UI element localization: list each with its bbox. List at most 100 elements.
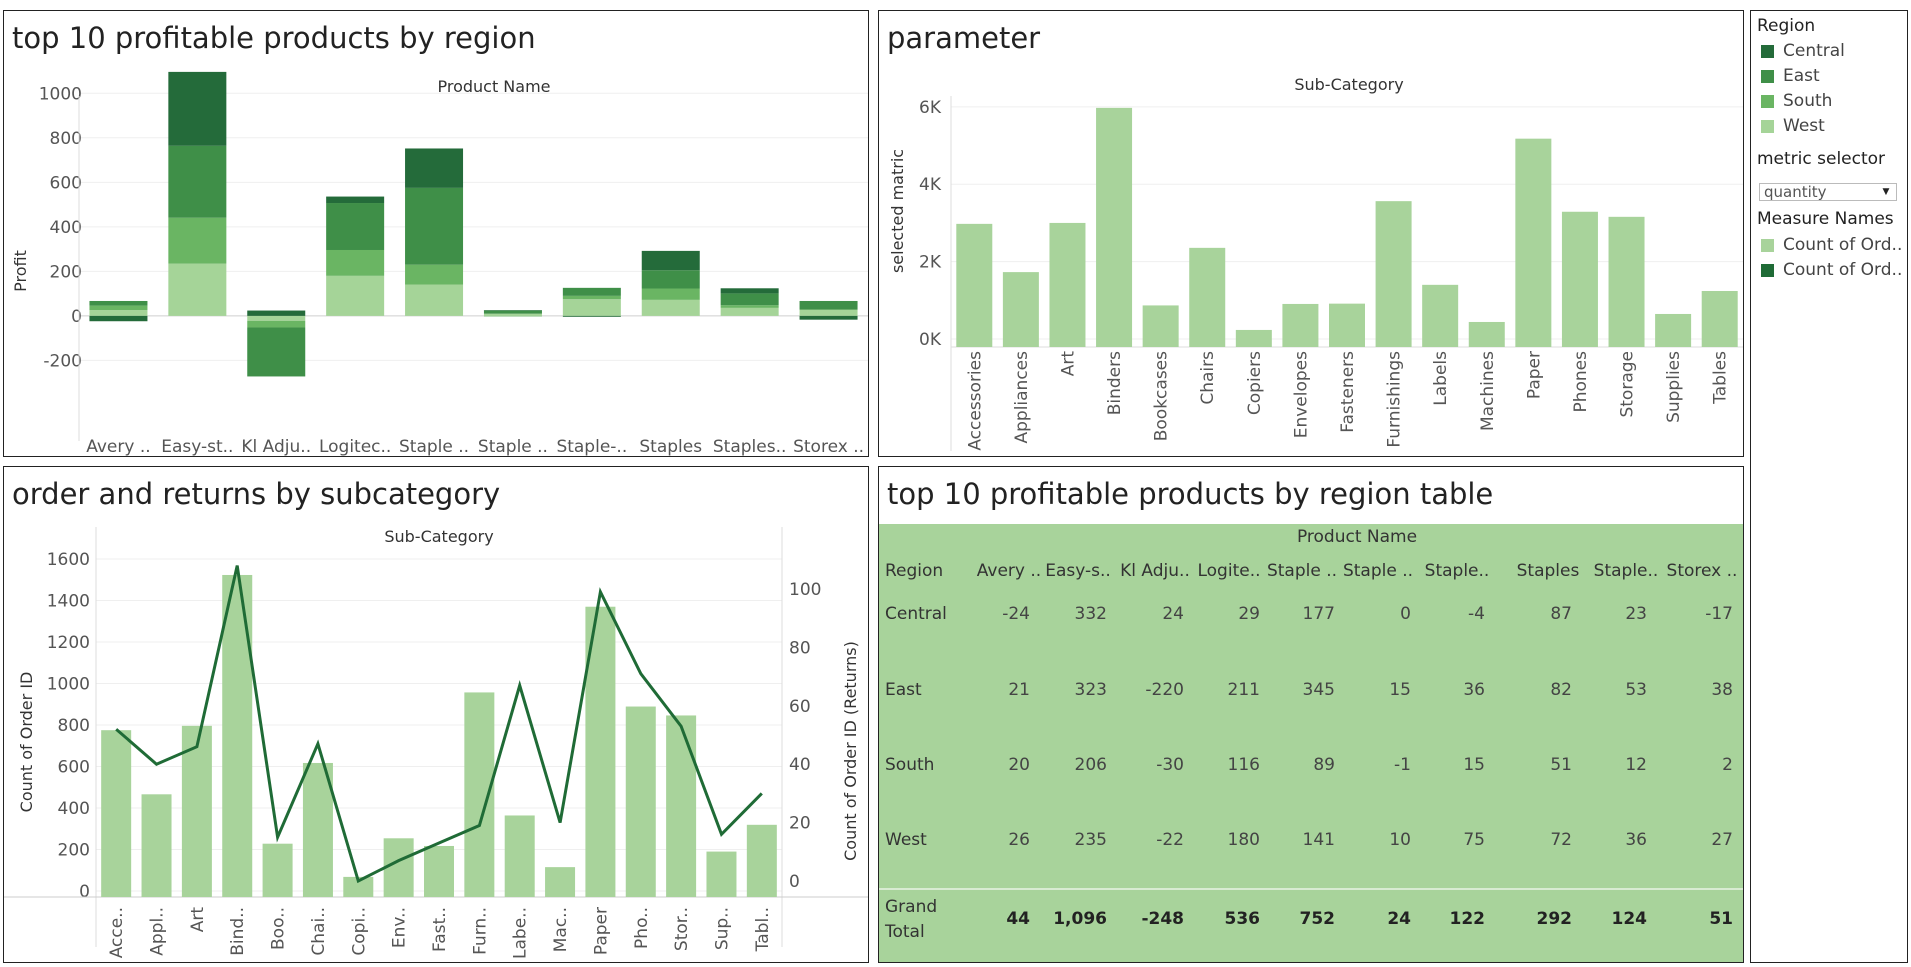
legend-label: South: [1783, 91, 1833, 111]
table-cell: -30: [1156, 755, 1184, 775]
bar-segment-east: [405, 187, 464, 265]
bar-segment-east: [247, 327, 306, 377]
table-cell: 235: [1075, 830, 1107, 850]
metric-selector-dropdown[interactable]: quantity ▼: [1759, 183, 1897, 201]
y-tick-label: 0K: [919, 330, 942, 350]
y-tick-label-left: 0: [79, 882, 90, 902]
bar: [1282, 303, 1319, 347]
table-cell: 26: [1008, 830, 1030, 850]
y-tick-label: 600: [50, 173, 82, 193]
column-header: Staples: [1517, 561, 1580, 581]
table-cell: 177: [1303, 604, 1335, 624]
x-tick-label: Furnishings: [1385, 351, 1405, 448]
bar-segment-west: [562, 299, 621, 316]
y-tick-label-left: 200: [58, 841, 90, 861]
total-cell: 292: [1537, 909, 1573, 929]
bar: [1096, 107, 1133, 347]
total-cell: 1,096: [1053, 909, 1107, 929]
row-label: Central: [885, 604, 947, 624]
table-cell: -4: [1468, 604, 1485, 624]
bar-orders: [383, 838, 414, 897]
table-cell: 53: [1625, 680, 1647, 700]
bar-segment-west: [799, 309, 858, 316]
bar-segment-south: [483, 315, 542, 317]
total-cell: -248: [1141, 909, 1184, 929]
bar-orders: [141, 794, 172, 897]
x-tick-label: Binders: [1105, 351, 1125, 415]
legend-item-measure-1[interactable]: Count of Ord..: [1761, 235, 1902, 255]
table-cell: 75: [1463, 830, 1485, 850]
x-tick-label: Fasteners: [1338, 351, 1358, 433]
bar-segment-west: [168, 263, 227, 316]
bar: [1422, 284, 1459, 347]
column-header: Storex ..: [1667, 561, 1738, 581]
bar: [1049, 222, 1086, 347]
profit-table: Product Name Region Avery .. Easy-s.. Kl Adj…: [879, 527, 1743, 942]
bar-segment-east: [720, 293, 779, 306]
bar-segment-central: [641, 250, 700, 271]
table-cell: -24: [1002, 604, 1030, 624]
bar-segment-west: [483, 313, 542, 316]
bar-segment-south: [247, 320, 306, 328]
x-tick-label: Staple ..: [399, 437, 469, 456]
legend-item-central[interactable]: Central: [1761, 41, 1845, 61]
legend-item-measure-2[interactable]: Count of Ord..: [1761, 260, 1902, 280]
column-header: Logite..: [1197, 561, 1260, 581]
x-tick-label: Chairs: [1198, 351, 1218, 405]
bar-segment-east: [799, 300, 858, 310]
table-cell: -22: [1156, 830, 1184, 850]
bar-orders: [424, 845, 454, 897]
x-tick-label: Copiers: [1245, 351, 1265, 415]
table-cell: 51: [1550, 755, 1572, 775]
legend-label: Central: [1783, 41, 1845, 61]
x-tick-label: Furn..: [470, 907, 490, 955]
metric-selector-title: metric selector: [1757, 149, 1886, 169]
x-tick-label: Appliances: [1012, 351, 1032, 444]
bar-orders: [302, 762, 333, 897]
total-cell: 536: [1225, 909, 1261, 929]
bar-segment-central: [168, 71, 227, 146]
bar-segment-central: [483, 310, 542, 311]
profit-table-panel: top 10 profitable products by region tab…: [878, 466, 1744, 963]
y-tick-label-left: 1400: [47, 592, 90, 612]
x-tick-label: Avery ..: [86, 437, 150, 456]
bar-segment-central: [247, 310, 306, 316]
total-cell: 124: [1612, 909, 1648, 929]
bar-segment-central: [89, 315, 148, 322]
y-tick-label-right: 40: [789, 755, 811, 775]
y-tick-label: 6K: [919, 98, 942, 118]
y-tick-label: 4K: [919, 175, 942, 195]
bar: [956, 223, 993, 347]
bar-segment-south: [720, 305, 779, 308]
table-cell: 0: [1400, 604, 1411, 624]
bar-orders: [181, 725, 212, 897]
bar-segment-east: [89, 300, 148, 306]
legend-item-west[interactable]: West: [1761, 116, 1825, 136]
bar-segment-south: [641, 288, 700, 300]
table-cell: 323: [1075, 680, 1107, 700]
table-cell: 12: [1625, 755, 1647, 775]
column-header: Easy-s..: [1045, 561, 1111, 581]
bar-orders: [504, 815, 535, 897]
legend-item-south[interactable]: South: [1761, 91, 1832, 111]
profit-by-region-panel: top 10 profitable products by region Pro…: [3, 10, 869, 457]
x-tick-label: Stor..: [672, 907, 692, 951]
parameter-panel: parameter Sub-Category selected matric 6K 4…: [878, 10, 1744, 457]
y-tick-label-left: 400: [58, 799, 90, 819]
bar-segment-south: [405, 264, 464, 285]
y-tick-label-left: 1000: [47, 675, 90, 695]
x-tick-label: Envelopes: [1291, 351, 1311, 438]
x-tick-label: Chai..: [309, 907, 329, 956]
total-cell: 752: [1300, 909, 1336, 929]
y-tick-label-right: 80: [789, 638, 811, 658]
legend-label: Count of Ord..: [1783, 235, 1903, 255]
table-cell: 332: [1075, 604, 1107, 624]
legend-item-east[interactable]: East: [1761, 66, 1820, 86]
bar: [1375, 201, 1412, 347]
dropdown-arrow-icon: ▼: [1882, 187, 1890, 197]
swatch-icon: [1761, 263, 1774, 277]
bar: [1468, 321, 1505, 347]
returns-line: [115, 565, 763, 884]
x-tick-label: Staples..: [713, 437, 787, 456]
x-tick-label: Accessories: [965, 351, 985, 451]
